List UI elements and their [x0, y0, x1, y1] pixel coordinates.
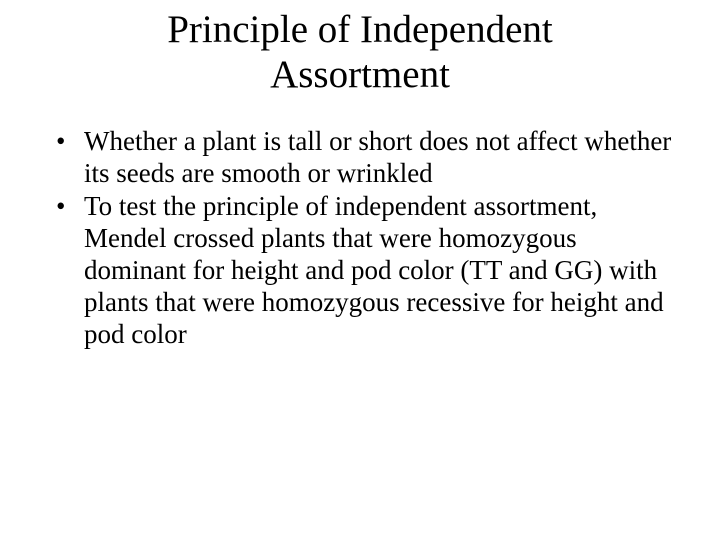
bullet-list: Whether a plant is tall or short does no…: [40, 126, 680, 351]
bullet-item: Whether a plant is tall or short does no…: [56, 126, 680, 190]
slide-title: Principle of Independent Assortment: [40, 8, 680, 98]
bullet-item: To test the principle of independent ass…: [56, 191, 680, 350]
